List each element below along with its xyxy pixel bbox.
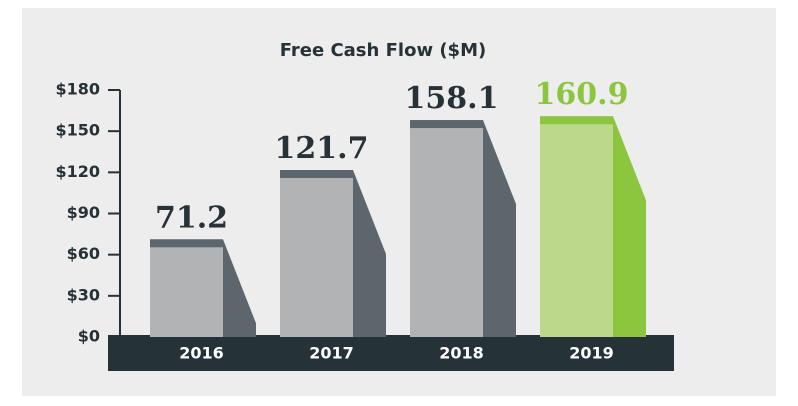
- data-label: 158.1: [405, 81, 499, 116]
- x-tick-label: 2017: [309, 344, 354, 363]
- y-tick-label: $180: [55, 80, 100, 99]
- y-tick-label: $30: [67, 285, 100, 304]
- x-tick-label: 2019: [569, 344, 614, 363]
- bar-side: [223, 239, 256, 337]
- data-label: 71.2: [155, 200, 228, 235]
- y-tick-label: $120: [55, 162, 100, 181]
- bar: [410, 120, 483, 337]
- y-tick-label: $90: [67, 203, 100, 222]
- y-tick-label: $60: [67, 244, 100, 263]
- bar-cap: [150, 239, 223, 248]
- y-tick-label: $0: [78, 327, 100, 346]
- bar: [540, 116, 613, 337]
- bar-cap: [280, 170, 353, 179]
- chart-title: Free Cash Flow ($M): [280, 40, 486, 61]
- chart-background: [22, 8, 776, 396]
- x-tick-label: 2018: [439, 344, 484, 363]
- x-tick-label: 2016: [179, 344, 224, 363]
- category-band: [108, 335, 674, 371]
- bar-side: [613, 116, 646, 337]
- bar-cap: [540, 116, 613, 125]
- bar-cap: [410, 120, 483, 129]
- bar-side: [483, 120, 516, 337]
- y-tick-label: $150: [55, 121, 100, 140]
- data-label: 121.7: [275, 131, 369, 166]
- bar: [280, 170, 353, 337]
- data-label: 160.9: [535, 77, 629, 112]
- bar: [150, 239, 223, 337]
- bar-side: [353, 170, 386, 337]
